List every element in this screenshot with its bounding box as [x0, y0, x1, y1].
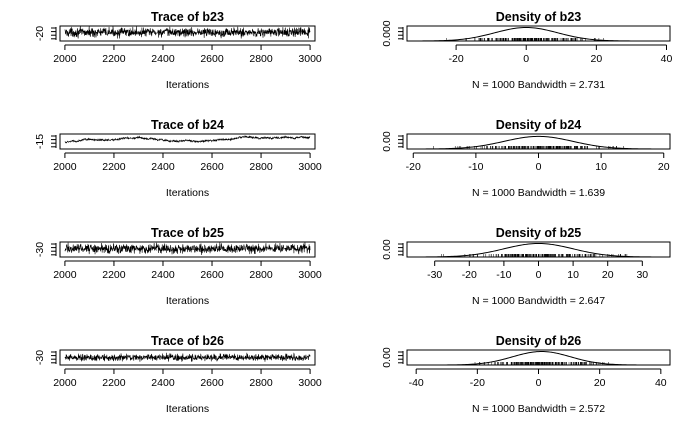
x-tick-label: 2800 [249, 269, 273, 281]
trace-line [64, 352, 311, 362]
panel-title: Trace of b23 [151, 10, 224, 24]
x-tick-label: 2600 [200, 53, 224, 65]
x-axis-label: Iterations [166, 295, 209, 307]
x-tick-label: 2600 [200, 161, 224, 173]
density-curve [407, 26, 670, 42]
density-subtitle: N = 1000 Bandwidth = 1.639 [472, 187, 605, 199]
x-tick-label: 2400 [151, 377, 175, 389]
x-tick-label: 20 [594, 377, 606, 389]
trace-line [64, 242, 311, 255]
x-tick-label: 2800 [249, 377, 273, 389]
y-tick-label: 0.000 [381, 20, 393, 46]
x-tick-label: -20 [448, 53, 463, 65]
panel-title: Trace of b25 [151, 226, 224, 240]
x-tick-label: -40 [409, 377, 424, 389]
rug-marks [441, 254, 628, 257]
panel-title: Trace of b24 [151, 118, 224, 132]
panel-title: Density of b23 [496, 10, 581, 24]
x-tick-label: 20 [602, 269, 614, 281]
panel-title: Density of b24 [496, 118, 581, 132]
rug-marks [433, 146, 624, 149]
density-panel: Density of b25 -30 -20 -10 0 10 20 30 0.00 N = 10… [381, 226, 671, 307]
x-tick-label: 2600 [200, 377, 224, 389]
x-tick-label: 2200 [102, 269, 126, 281]
y-tick-label: 0.00 [381, 131, 393, 152]
x-tick-label: 0 [536, 269, 542, 281]
plot-frame [406, 241, 671, 258]
x-tick-label: 2600 [200, 269, 224, 281]
trace-line [64, 135, 311, 144]
x-axis-label: Iterations [166, 79, 209, 91]
rug-marks [446, 38, 604, 41]
x-tick-label: 40 [661, 53, 673, 65]
trace-panel: Trace of b25 2000 2200 2400 2600 2800 3000 -30 I… [34, 226, 322, 307]
x-tick-label: 2400 [151, 269, 175, 281]
x-tick-label: -20 [470, 377, 485, 389]
x-tick-label: -10 [496, 269, 511, 281]
plot-frame [59, 133, 316, 150]
x-tick-label: 10 [595, 161, 607, 173]
plot-frame [406, 25, 671, 42]
density-subtitle: N = 1000 Bandwidth = 2.572 [472, 403, 605, 415]
panel-title: Trace of b26 [151, 334, 224, 348]
density-curve [407, 350, 670, 366]
x-tick-label: 2200 [102, 377, 126, 389]
density-subtitle: N = 1000 Bandwidth = 2.647 [472, 295, 605, 307]
x-tick-label: 0 [536, 161, 542, 173]
density-subtitle: N = 1000 Bandwidth = 2.731 [472, 79, 605, 91]
x-tick-label: 3000 [298, 53, 322, 65]
x-tick-label: 2400 [151, 161, 175, 173]
x-tick-label: 2400 [151, 53, 175, 65]
plot-frame [59, 25, 316, 42]
x-tick-label: 2200 [102, 53, 126, 65]
plot-frame [59, 349, 316, 366]
x-tick-label: 2000 [53, 53, 77, 65]
density-panel: Density of b23 -20 0 20 40 0.000 N = 1000 Band… [381, 10, 672, 91]
y-tick-label: -30 [34, 242, 46, 257]
x-tick-label: 30 [636, 269, 648, 281]
trace-panel: Trace of b23 2000 2200 2400 2600 2800 3000 -20 I… [34, 10, 322, 91]
trace-line [64, 26, 311, 39]
x-tick-label: 2200 [102, 161, 126, 173]
x-tick-label: 2800 [249, 161, 273, 173]
plot-frame [59, 241, 316, 258]
y-tick-label: -15 [34, 134, 46, 149]
x-tick-label: 20 [591, 53, 603, 65]
x-tick-label: 40 [655, 377, 667, 389]
x-axis-label: Iterations [166, 403, 209, 415]
x-tick-label: -10 [468, 161, 483, 173]
rug-marks [474, 362, 609, 365]
x-tick-label: 2000 [53, 161, 77, 173]
x-tick-label: -30 [427, 269, 442, 281]
trace-panel: Trace of b24 2000 2200 2400 2600 2800 3000 -15 I… [34, 118, 322, 199]
plot-frame [406, 133, 671, 150]
x-tick-label: 2800 [249, 53, 273, 65]
x-tick-label: 3000 [298, 161, 322, 173]
density-curve [407, 135, 670, 150]
panel-title: Density of b26 [496, 334, 581, 348]
x-tick-label: 0 [523, 53, 529, 65]
x-tick-label: -20 [462, 269, 477, 281]
y-tick-label: -30 [34, 350, 46, 365]
trace-panel: Trace of b26 2000 2200 2400 2600 2800 3000 -30 I… [34, 334, 322, 415]
x-axis-label: Iterations [166, 187, 209, 199]
x-tick-label: -20 [406, 161, 421, 173]
y-tick-label: 0.00 [381, 347, 393, 368]
x-tick-label: 3000 [298, 377, 322, 389]
x-tick-label: 0 [536, 377, 542, 389]
density-curve [407, 242, 670, 258]
plot-frame [406, 349, 671, 366]
x-tick-label: 2000 [53, 269, 77, 281]
x-tick-label: 2000 [53, 377, 77, 389]
x-tick-label: 20 [658, 161, 670, 173]
density-panel: Density of b24 -20 -10 0 10 20 0.00 N = 1000 Ba… [381, 118, 671, 199]
y-tick-label: -20 [34, 26, 46, 41]
panel-title: Density of b25 [496, 226, 581, 240]
x-tick-label: 10 [567, 269, 579, 281]
x-tick-label: 3000 [298, 269, 322, 281]
y-tick-label: 0.00 [381, 239, 393, 260]
density-panel: Density of b26 -40 -20 0 20 40 0.00 N = 1000 Ba… [381, 334, 671, 415]
